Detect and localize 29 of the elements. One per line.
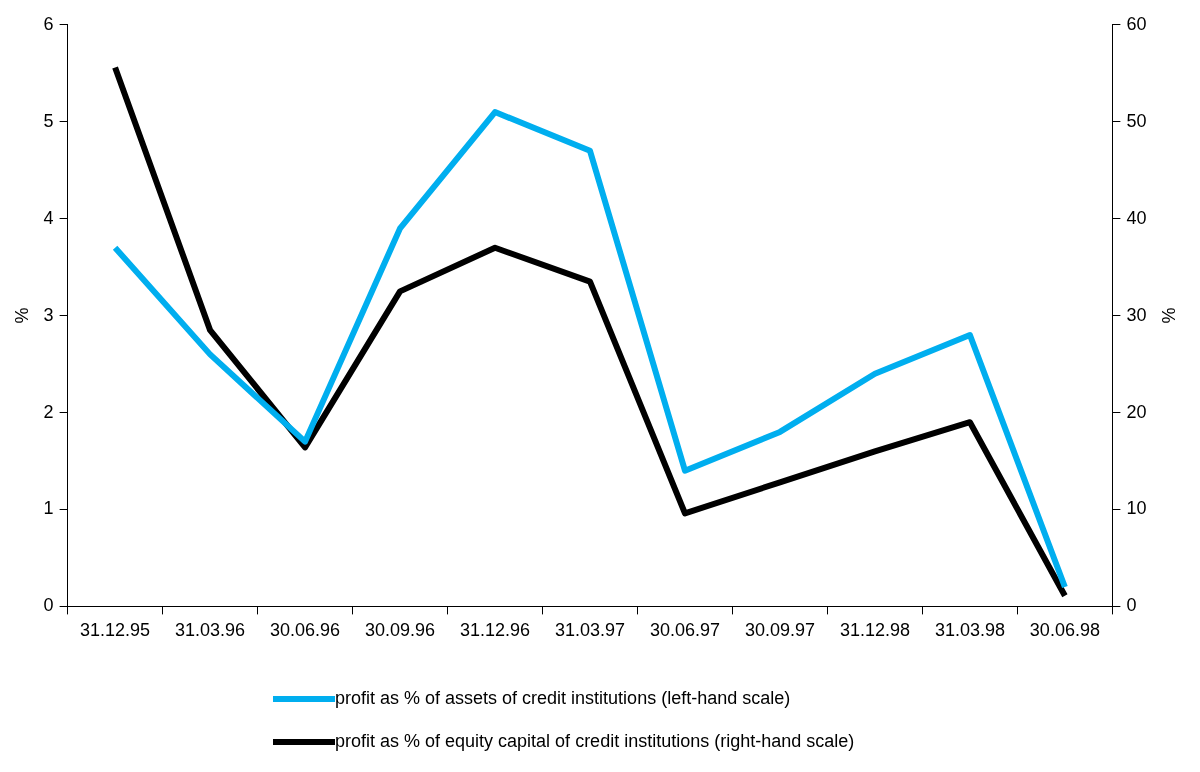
- x-tick-label: 31.12.96: [459, 620, 531, 641]
- y2-tick-label: 20: [1126, 401, 1147, 422]
- y-tick-label: 0: [43, 595, 54, 616]
- x-tick-label: 31.03.97: [554, 620, 626, 641]
- x-tick-label: 30.06.97: [649, 620, 721, 641]
- x-tick-label: 30.06.96: [270, 620, 341, 641]
- y2-tick-label: 50: [1126, 110, 1147, 131]
- x-tick-label: 31.12.98: [839, 620, 910, 641]
- x-tick-label: 30.09.97: [744, 620, 815, 641]
- x-tick-label: 30.06.98: [1029, 620, 1100, 641]
- y-tick-label: 3: [43, 304, 54, 325]
- x-tick-label: 31.03.98: [934, 620, 1005, 641]
- y-tick-label: 5: [43, 110, 54, 131]
- y2-tick-label: 10: [1126, 498, 1147, 519]
- y-tick-label: 2: [43, 401, 54, 422]
- y2-axis-title: %: [1158, 307, 1179, 324]
- y-tick-label: 4: [43, 207, 54, 228]
- legend-label: profit as % of equity capital of credit institutions (right-hand scale): [335, 731, 855, 752]
- x-tick-label: 31.03.96: [175, 620, 246, 641]
- y2-tick-label: 30: [1126, 304, 1147, 325]
- y-tick-label: 1: [43, 498, 54, 519]
- y-tick-label: 6: [43, 13, 54, 34]
- legend-label: profit as % of assets of credit institutions (left-hand scale): [335, 688, 791, 709]
- y2-tick-label: 60: [1126, 13, 1147, 34]
- x-tick-label: 30.09.96: [365, 620, 436, 641]
- x-tick-label: 31.12.95: [80, 620, 151, 641]
- y2-tick-label: 40: [1126, 207, 1147, 228]
- y2-tick-label: 0: [1126, 595, 1137, 616]
- y-axis-title: %: [11, 307, 32, 324]
